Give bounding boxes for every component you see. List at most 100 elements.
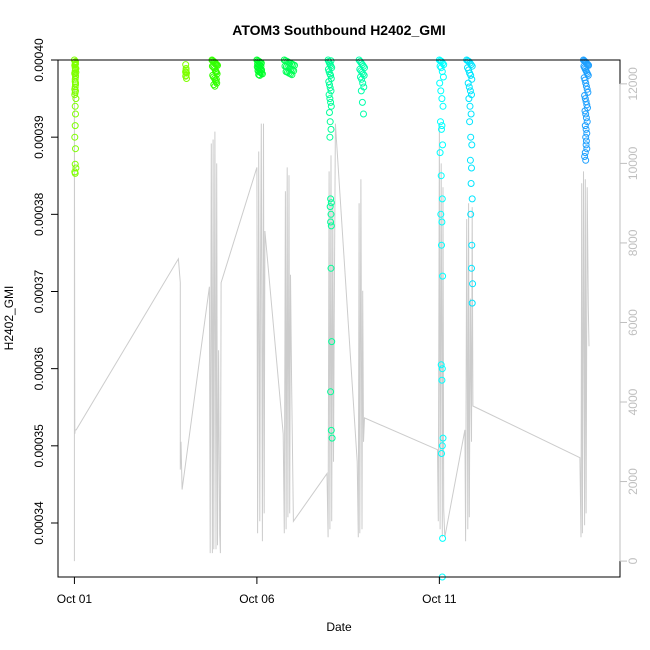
x-axis: Oct 01 Oct 06 Oct 11	[57, 576, 457, 606]
data-point	[468, 164, 475, 172]
data-point	[327, 125, 335, 133]
data-point	[438, 365, 446, 373]
data-point	[72, 81, 79, 89]
y2-tick-label: 12000	[626, 67, 640, 101]
data-point	[71, 78, 79, 86]
data-point	[71, 88, 79, 96]
data-point	[468, 241, 476, 249]
data-point	[438, 125, 445, 133]
data-point	[582, 141, 590, 149]
data-point	[72, 95, 80, 103]
data-point	[72, 65, 80, 72]
data-point	[72, 110, 79, 118]
data-point	[71, 169, 79, 177]
data-point	[438, 376, 446, 384]
data-point	[256, 71, 264, 79]
data-point	[72, 58, 79, 65]
data-point	[436, 79, 444, 87]
data-point	[182, 68, 190, 76]
y2-tick-label: 2000	[626, 468, 640, 495]
chart-title: ATOM3 Southbound H2402_GMI	[232, 22, 445, 38]
data-point	[255, 71, 263, 79]
data-point	[438, 442, 446, 450]
data-point	[327, 210, 335, 218]
data-point	[437, 87, 445, 95]
data-point	[465, 83, 473, 91]
data-point	[438, 122, 446, 130]
data-point	[467, 180, 475, 187]
data-point	[465, 95, 473, 103]
data-point	[581, 149, 589, 157]
data-point	[467, 133, 475, 141]
data-point	[210, 81, 218, 89]
data-point	[581, 107, 589, 115]
y-tick-label: 0.00034	[32, 501, 46, 545]
data-point	[584, 71, 592, 79]
data-point	[359, 79, 367, 87]
data-point	[212, 68, 220, 76]
data-point	[439, 434, 447, 442]
data-point	[582, 79, 590, 87]
data-point	[71, 102, 79, 110]
data-point	[436, 149, 444, 157]
data-point	[582, 82, 590, 90]
data-point	[327, 264, 335, 272]
y2-tick-label: 8000	[626, 229, 640, 256]
altitude-line-layer	[73, 83, 590, 562]
y-tick-label: 0.00037	[32, 269, 46, 313]
data-point	[469, 280, 477, 288]
data-point	[437, 210, 445, 218]
data-point	[437, 172, 445, 180]
y-tick-label: 0.00040	[32, 38, 46, 82]
data-point	[468, 62, 476, 70]
data-point	[439, 534, 447, 542]
data-point	[437, 118, 444, 126]
data-point	[468, 264, 475, 272]
data-point	[468, 75, 476, 83]
data-point	[582, 125, 590, 133]
data-point	[466, 87, 474, 95]
data-point	[287, 70, 294, 78]
y2-tick-label: 0	[626, 557, 640, 564]
y2-tick-label: 6000	[626, 309, 640, 336]
data-point	[439, 102, 447, 110]
data-point	[327, 222, 335, 230]
data-point	[326, 118, 334, 126]
data-point	[466, 156, 474, 164]
y-axis-right: 0 2000 4000 6000 8000 10000 12000	[619, 67, 640, 564]
data-point	[212, 75, 220, 83]
data-point	[583, 145, 591, 153]
data-point	[327, 218, 335, 226]
data-point	[467, 210, 475, 218]
data-point	[581, 95, 589, 103]
data-point	[581, 92, 589, 99]
data-point	[325, 91, 333, 99]
data-point	[439, 73, 447, 81]
y-tick-label: 0.00039	[32, 115, 46, 159]
data-point	[437, 361, 445, 369]
data-point	[583, 118, 591, 126]
data-point	[327, 195, 335, 203]
data-point	[326, 133, 334, 141]
data-point	[583, 129, 591, 137]
data-point	[468, 195, 476, 203]
data-point	[328, 338, 336, 346]
data-point	[583, 101, 591, 109]
data-point	[72, 73, 79, 81]
x-tick-label: Oct 06	[239, 592, 275, 606]
data-point	[71, 133, 79, 141]
data-point	[582, 137, 590, 145]
y-axis-label: H2402_GMI	[2, 286, 16, 351]
data-point	[357, 87, 365, 95]
data-point	[466, 118, 474, 126]
data-point	[182, 65, 190, 72]
data-point	[326, 95, 334, 103]
data-point	[466, 102, 474, 110]
data-point	[360, 110, 367, 118]
data-point	[182, 61, 190, 69]
data-point	[327, 388, 335, 396]
y-axis-left: 0.00034 0.00035 0.00036 0.00037 0.00038 0.000…	[32, 38, 59, 545]
data-point	[582, 114, 590, 122]
data-point	[326, 203, 334, 211]
